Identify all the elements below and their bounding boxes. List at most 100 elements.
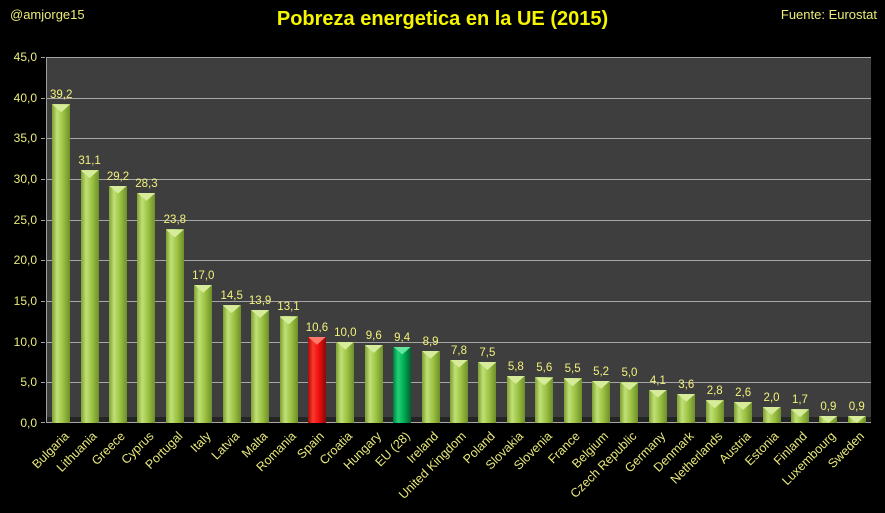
bar-top-highlight (52, 104, 71, 113)
value-label: 28,3 (135, 177, 158, 190)
bar-slot: 4,1 (644, 57, 672, 423)
y-tick-label: 0,0 (20, 416, 37, 430)
y-tick-mark (41, 382, 45, 384)
source: Fuente: Eurostat (780, 7, 877, 22)
bar-cyprus (137, 192, 156, 423)
bar-top-highlight (705, 400, 724, 409)
bar-slot: 5,2 (587, 57, 615, 423)
bar-slot: 13,9 (246, 57, 274, 423)
value-label: 7,8 (450, 344, 467, 357)
bar-estonia (762, 406, 781, 423)
bar-slot: 5,0 (615, 57, 643, 423)
value-label: 5,6 (536, 362, 553, 375)
bar-sweden (847, 415, 866, 423)
y-tick-label: 10,0 (13, 334, 37, 349)
bar-top-highlight (535, 377, 554, 386)
value-label: 13,1 (277, 301, 300, 314)
bar-slot: 14,5 (217, 57, 245, 423)
bar-slot: 23,8 (161, 57, 189, 423)
bar-top-highlight (222, 305, 241, 314)
bar-finland (790, 409, 809, 423)
bar-romania (279, 316, 298, 423)
value-label: 31,1 (78, 155, 101, 168)
bar-slot: 9,6 (360, 57, 388, 423)
value-label: 9,6 (365, 329, 382, 342)
y-axis: 45,0 40,0 35,0 30,0 25,0 20,0 15,0 10,0 5,0 0,0 (0, 50, 45, 430)
y-tick-mark (41, 138, 45, 140)
bar-top-highlight (506, 375, 525, 384)
y-tick-mark (41, 422, 45, 423)
bar-eu-28 (393, 346, 412, 423)
y-tick-label: 30,0 (13, 171, 37, 186)
bar-slot: 5,8 (502, 57, 530, 423)
y-tick-label: 35,0 (13, 131, 37, 146)
value-label: 29,2 (106, 170, 130, 183)
y-tick-label: 20,0 (13, 253, 37, 268)
bar-top-highlight (677, 393, 696, 402)
y-tick-mark (41, 341, 45, 343)
bar-poland (478, 362, 497, 423)
bar-slot: 1,7 (786, 57, 814, 423)
value-label: 2,6 (735, 386, 752, 399)
bar-top-highlight (563, 378, 582, 387)
value-label: 3,6 (678, 378, 695, 391)
bar-malta (251, 309, 270, 423)
bar-belgium (592, 380, 611, 423)
bar-slot: 5,5 (558, 57, 586, 423)
bar-top-highlight (819, 415, 838, 423)
y-tick-mark (41, 260, 45, 262)
bar-croatia (336, 341, 355, 423)
bar-top-highlight (734, 401, 753, 410)
bar-france (563, 378, 582, 423)
bar-top-highlight (279, 316, 298, 325)
bar-top-highlight (194, 284, 213, 293)
value-label: 0,9 (820, 400, 837, 413)
value-label: 5,8 (507, 360, 524, 373)
bar-top-highlight (421, 350, 440, 359)
x-axis: Bulgaria Lithuania Greece Cyprus Portugal Ita… (29, 427, 870, 513)
value-label: 39,2 (50, 89, 73, 102)
value-label: 10,6 (305, 321, 329, 334)
bar-top-highlight (165, 229, 184, 238)
bar-austria (734, 401, 753, 423)
bar-slot: 31,1 (75, 57, 103, 423)
bar-slovakia (506, 375, 525, 423)
value-label: 5,5 (564, 363, 581, 376)
y-tick-mark (41, 57, 45, 58)
bar-top-highlight (762, 406, 781, 415)
bar-denmark (677, 393, 696, 423)
bar-luxembourg (819, 415, 838, 423)
bar-spain (307, 336, 326, 423)
bar-slot: 39,2 (47, 57, 75, 423)
bar-lithuania (80, 170, 99, 423)
bar-united-kingdom (449, 359, 468, 423)
gridline (47, 57, 871, 58)
y-tick-label: 45,0 (13, 50, 37, 64)
value-label: 9,4 (394, 331, 411, 344)
value-label: 0,9 (848, 400, 865, 413)
bar-germany (648, 389, 667, 423)
bar-slot: 7,5 (473, 57, 501, 423)
bar-netherlands (705, 400, 724, 423)
bar-slot: 13,1 (274, 57, 302, 423)
plot-area: 39,2 31,1 29,2 28,3 23,8 17,0 14,5 13,9 13,1 10,6… (46, 57, 871, 423)
gridline (47, 97, 871, 99)
bar-slot: 10,6 (303, 57, 331, 423)
bar-slot: 0,9 (843, 57, 871, 423)
bar-slovenia (535, 377, 554, 423)
bar-slot: 8,9 (416, 57, 444, 423)
bar-slot: 5,6 (530, 57, 558, 423)
bar-czech-republic (620, 382, 639, 423)
bar-top-highlight (449, 359, 468, 368)
category-label: Latvia (208, 429, 243, 463)
page-title: Pobreza energetica en la UE (2015) (276, 8, 609, 30)
bar-top-highlight (620, 382, 639, 391)
bar-latvia (222, 305, 241, 423)
value-label: 10,0 (334, 326, 357, 339)
value-label: 17,0 (192, 269, 215, 282)
bar-ireland (421, 350, 440, 423)
bar-top-highlight (478, 362, 497, 370)
bar-top-highlight (80, 170, 99, 179)
y-tick-label: 5,0 (20, 375, 37, 390)
